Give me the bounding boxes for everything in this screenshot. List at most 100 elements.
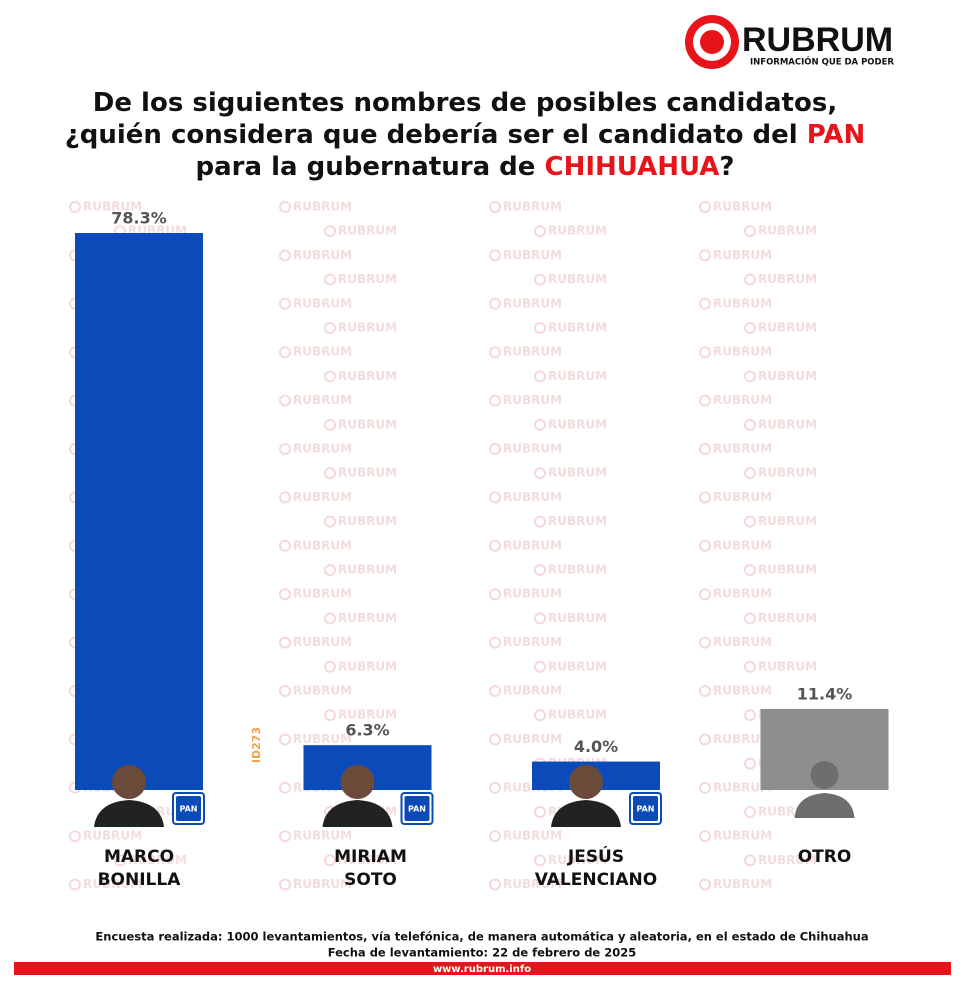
watermark-text: RUBRUM <box>713 829 772 843</box>
watermark-dot <box>699 636 711 649</box>
watermark-text: RUBRUM <box>713 200 772 214</box>
watermark-dot <box>324 322 336 334</box>
watermark-text: RUBRUM <box>338 563 397 577</box>
silhouette-head <box>810 761 839 789</box>
watermark-text: RUBRUM <box>293 635 352 649</box>
watermark-text: RUBRUM <box>293 248 352 262</box>
watermark-dot <box>699 346 711 359</box>
title-part: PAN <box>807 120 866 150</box>
watermark-dot <box>489 830 501 843</box>
watermark-dot <box>534 515 546 528</box>
watermark-text: RUBRUM <box>83 877 142 891</box>
watermark-dot <box>279 394 291 407</box>
watermark-text: RUBRUM <box>548 611 607 625</box>
watermark-dot <box>699 830 711 843</box>
title-part: ? <box>719 152 734 182</box>
watermark-text: RUBRUM <box>338 611 397 625</box>
watermark-dot <box>489 491 501 504</box>
watermark-dot <box>744 709 756 722</box>
watermark-dot <box>699 443 711 455</box>
watermark-dot <box>279 588 291 601</box>
watermark-dot <box>324 418 336 431</box>
watermark-dot <box>324 225 336 238</box>
watermark-text: RUBRUM <box>503 490 562 504</box>
watermark-text: RUBRUM <box>758 853 817 867</box>
watermark-dot <box>744 612 756 625</box>
watermark-dot <box>69 830 81 843</box>
watermark-text: RUBRUM <box>713 684 772 698</box>
watermark-text: RUBRUM <box>503 829 562 843</box>
logo-tagline: INFORMACIÓN QUE DA PODER <box>750 56 894 68</box>
watermark-dot <box>744 854 756 867</box>
watermark-text: RUBRUM <box>293 200 352 214</box>
watermark-text: RUBRUM <box>758 224 817 238</box>
watermark-text: RUBRUM <box>758 369 817 383</box>
watermark-dot <box>534 370 546 383</box>
watermark-text: RUBRUM <box>713 587 772 601</box>
watermark-dot <box>489 249 501 262</box>
category-label: MARCO <box>104 847 174 867</box>
watermark-dot <box>699 394 711 407</box>
title-part: De los siguientes nombres de posibles ca… <box>93 88 837 118</box>
watermark-text: RUBRUM <box>293 345 352 359</box>
watermark-dot <box>534 612 546 625</box>
watermark-text: RUBRUM <box>503 732 562 746</box>
watermark-dot <box>744 660 756 673</box>
watermark-text: RUBRUM <box>293 877 352 891</box>
watermark-dot <box>534 564 546 576</box>
value-label: 4.0% <box>574 737 618 756</box>
watermark-text: RUBRUM <box>503 442 562 456</box>
logo-dot <box>700 30 724 54</box>
watermark-text: RUBRUM <box>338 514 397 528</box>
annotation: ID273 <box>250 727 263 763</box>
watermark-dot <box>489 297 501 310</box>
title-part: para la gubernatura de <box>196 152 545 182</box>
chart-title: para la gubernatura de CHIHUAHUA? <box>196 152 735 182</box>
watermark-dot <box>489 539 501 552</box>
watermark-text: RUBRUM <box>503 587 562 601</box>
watermark-text: RUBRUM <box>758 417 817 431</box>
watermark-text: RUBRUM <box>548 853 607 867</box>
watermark-dot <box>279 491 291 504</box>
watermark-dot <box>324 564 336 576</box>
watermark-dot <box>279 297 291 310</box>
watermark-text: RUBRUM <box>758 659 817 673</box>
watermark-dot <box>534 467 546 480</box>
watermark-dot <box>744 467 756 480</box>
watermark-dot <box>489 636 501 649</box>
photo-head <box>569 765 603 799</box>
watermark-text: RUBRUM <box>293 296 352 310</box>
watermark-dot <box>534 418 546 431</box>
watermark-text: RUBRUM <box>128 853 187 867</box>
watermark-dot <box>279 201 291 213</box>
photo-head <box>112 765 146 799</box>
watermark-text: RUBRUM <box>83 200 142 214</box>
watermark-dot <box>534 273 546 286</box>
watermark-dot <box>279 878 291 891</box>
watermark-text: RUBRUM <box>758 514 817 528</box>
watermark-text: RUBRUM <box>503 200 562 214</box>
badge-text: PAN <box>408 805 426 814</box>
watermark-text: RUBRUM <box>713 490 772 504</box>
category-label: MIRIAM <box>334 847 407 867</box>
footnote: Encuesta realizada: 1000 levantamientos,… <box>95 930 868 944</box>
watermark-text: RUBRUM <box>548 417 607 431</box>
watermark-text: RUBRUM <box>503 635 562 649</box>
watermark-dot <box>744 564 756 576</box>
watermark-dot <box>699 201 711 213</box>
watermark-text: RUBRUM <box>293 490 352 504</box>
value-label: 11.4% <box>797 684 853 703</box>
watermark-dot <box>534 709 546 722</box>
watermark-text: RUBRUM <box>713 635 772 649</box>
category-label: VALENCIANO <box>535 870 657 890</box>
watermark-text: RUBRUM <box>338 466 397 480</box>
watermark-dot <box>534 225 546 238</box>
watermark-text: RUBRUM <box>503 538 562 552</box>
bar <box>75 233 203 790</box>
watermark-dot <box>699 685 711 697</box>
watermark-text: RUBRUM <box>548 369 607 383</box>
title-part: CHIHUAHUA <box>544 152 719 182</box>
photo-body <box>551 800 621 827</box>
watermark-text: RUBRUM <box>548 466 607 480</box>
